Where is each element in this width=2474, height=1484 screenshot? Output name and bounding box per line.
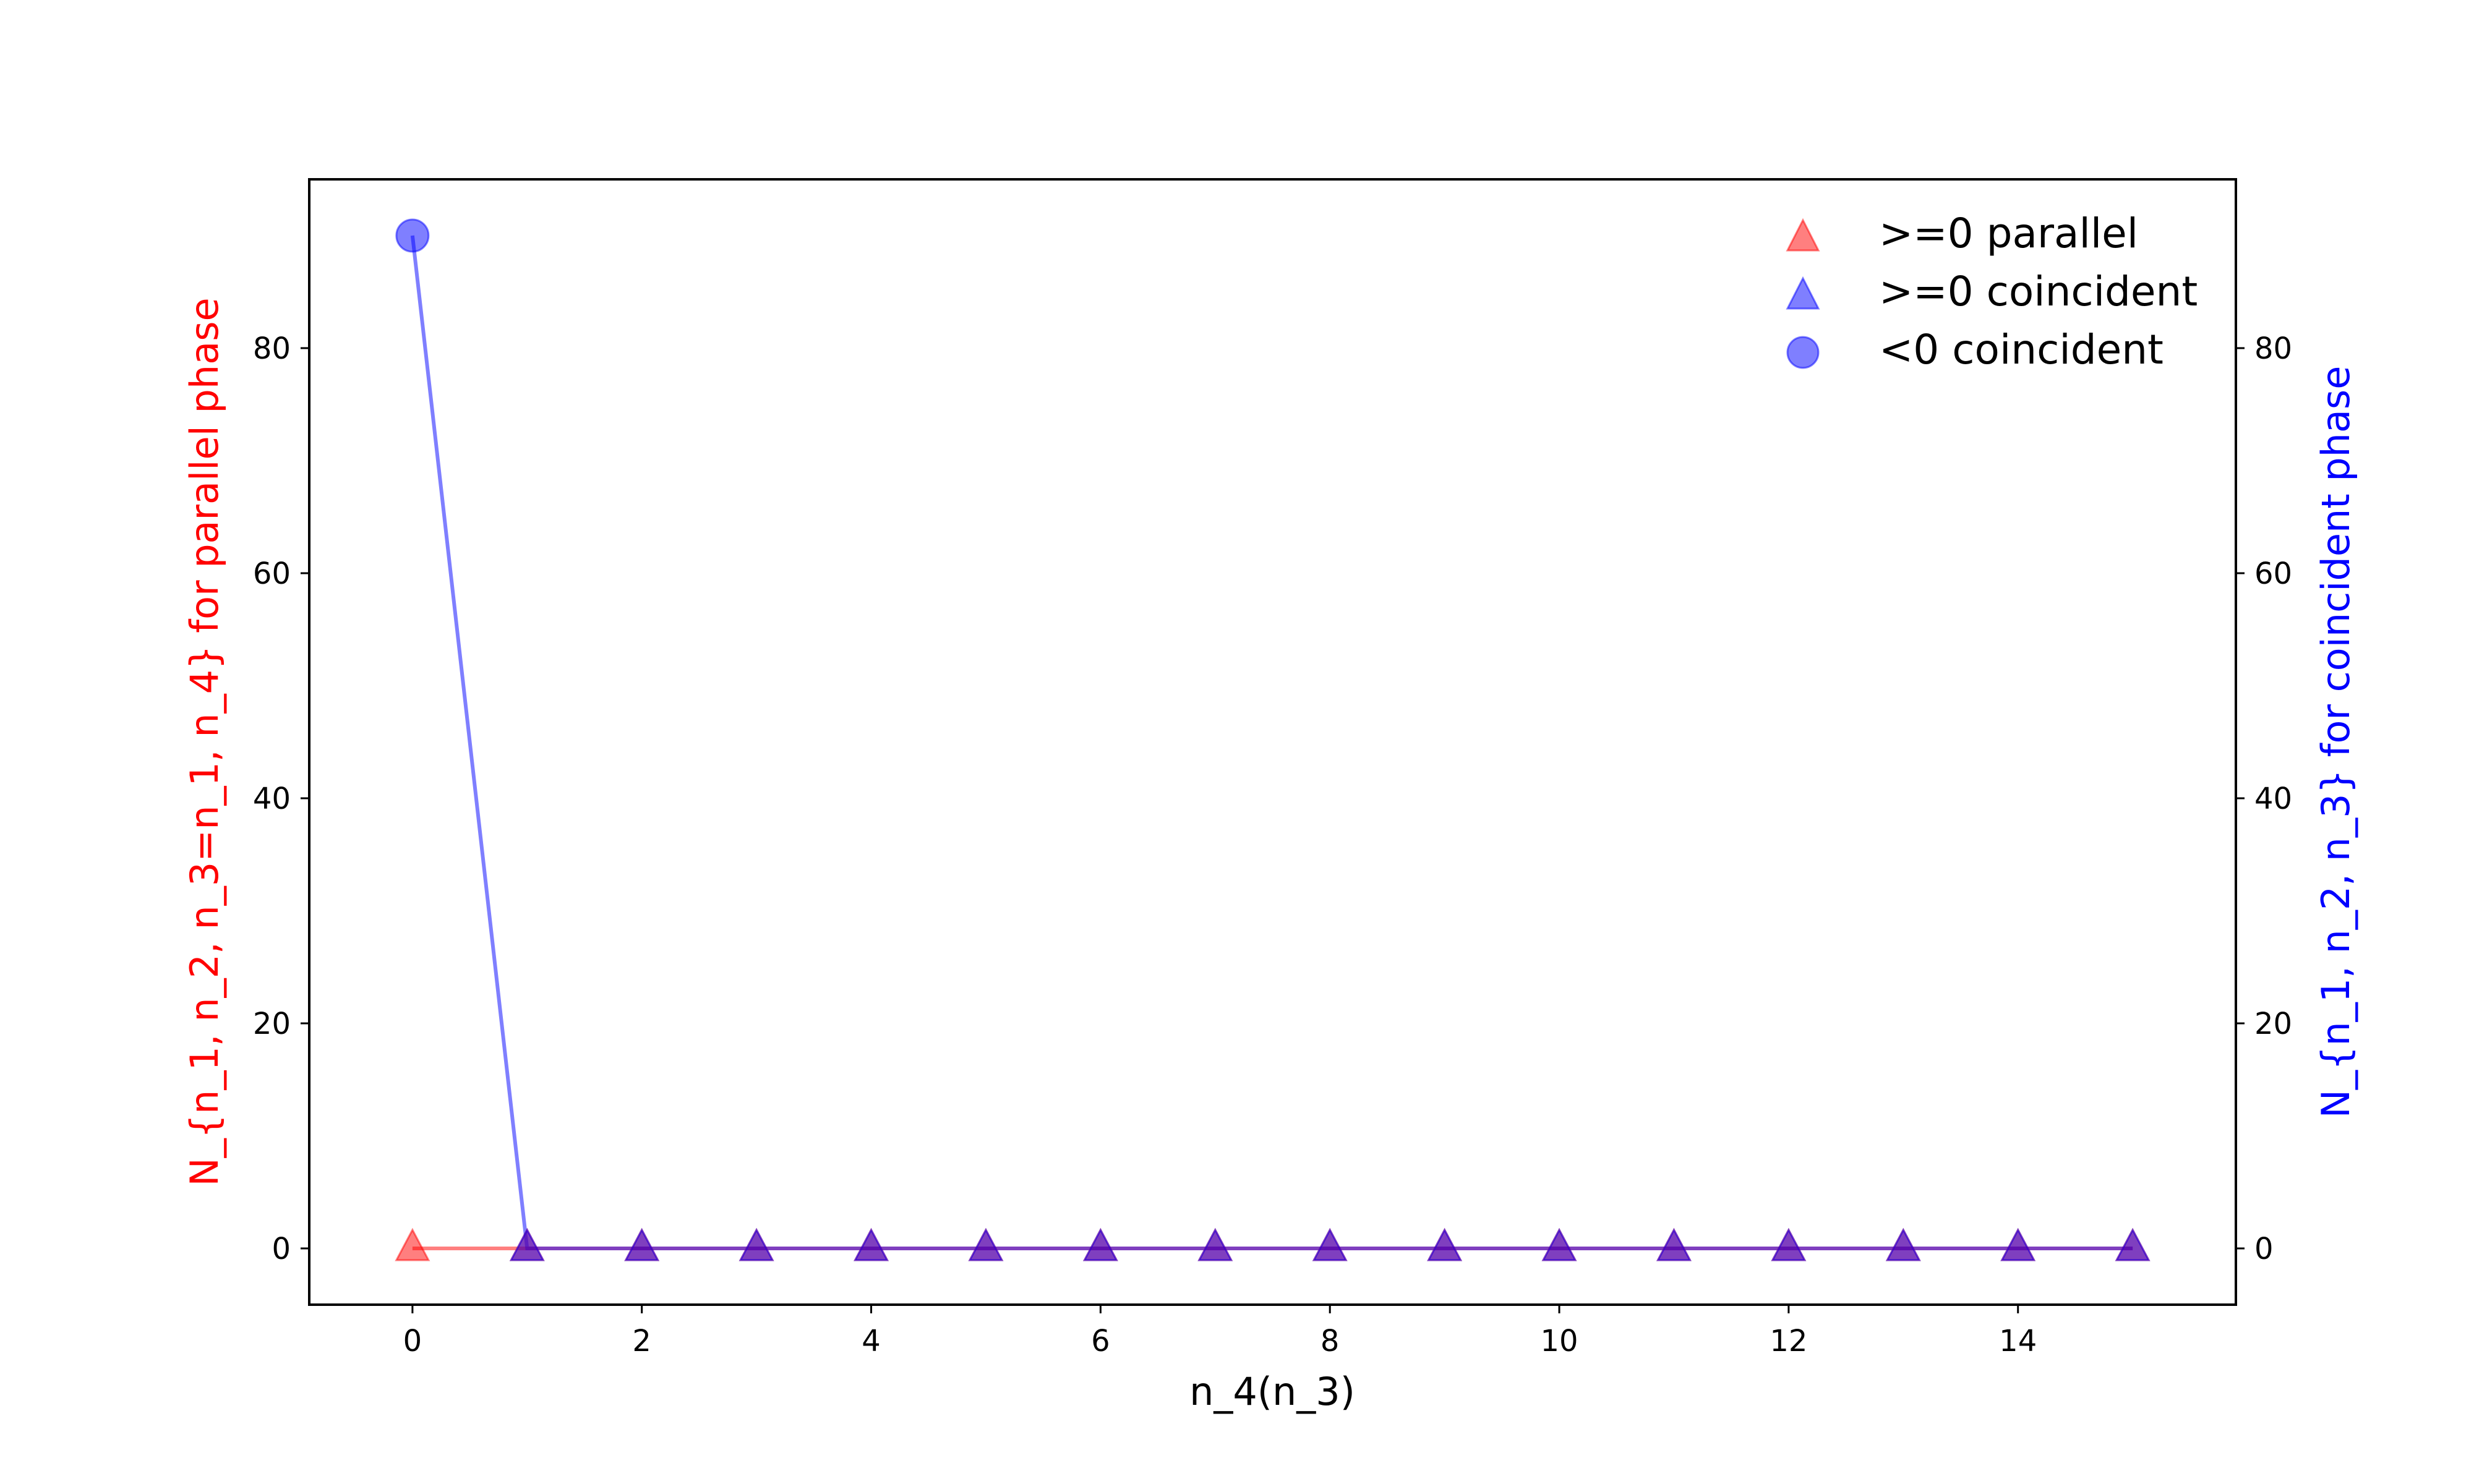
right-y-tick-label: 20 [2254,1007,2292,1041]
left-y-tick-label: 40 [253,782,291,816]
right-y-axis-ticks: 0 20 40 60 80 [2236,331,2292,1266]
legend-blue-triangle-icon [1786,276,1820,310]
legend: >=0 parallel >=0 coincident <0 coinciden… [1786,210,2198,373]
right-y-tick-label: 60 [2254,556,2292,591]
plot-frame [308,178,2237,1306]
x-axis-label: n_4(n_3) [1189,1369,1355,1414]
data-point-triangle-1 [2115,1227,2151,1261]
data-point-triangle-1 [1312,1227,1348,1261]
legend-blue-circle-icon [1786,336,1820,369]
data-point-triangle-1 [1541,1227,1577,1261]
data-point-triangle-1 [2000,1227,2036,1261]
x-axis-ticks: 0 2 4 6 8 10 12 14 [403,1305,2037,1358]
data-point-triangle-1 [968,1227,1004,1261]
data-point-triangle-1 [738,1227,774,1261]
x-tick-label: 2 [632,1324,651,1358]
data-point-circle-2 [395,218,430,253]
right-y-axis-label: N_{n_1, n_2, n_3} for coincident phase [2313,366,2358,1119]
data-point-triangle-1 [509,1227,545,1261]
legend-label-coincident: >=0 coincident [1879,268,2198,315]
x-tick-label: 12 [1770,1324,1807,1358]
data-point-triangle-1 [1197,1227,1233,1261]
left-y-tick-label: 80 [253,331,291,366]
x-tick-label: 4 [862,1324,881,1358]
data-point-triangle-1 [624,1227,660,1261]
series-markers [395,218,2151,1261]
x-tick-label: 8 [1320,1324,1340,1358]
data-point-triangle-1 [1885,1227,1921,1261]
right-y-tick-label: 80 [2254,331,2292,366]
legend-red-triangle-icon [1786,218,1820,252]
data-point-triangle-1 [854,1227,889,1261]
left-y-axis-ticks: 0 20 40 60 80 [253,331,309,1266]
x-tick-label: 10 [1541,1324,1578,1358]
coincident-series-line [410,235,2133,1250]
left-y-axis-label: N_{n_1, n_2, n_3=n_1, n_4} for parallel … [182,297,227,1186]
x-tick-label: 14 [1999,1324,2037,1358]
left-y-tick-label: 0 [272,1232,291,1266]
right-y-tick-label: 0 [2254,1232,2274,1266]
data-point-triangle-1 [1656,1227,1692,1261]
data-point-triangle-1 [1082,1227,1118,1261]
legend-label-parallel: >=0 parallel [1879,210,2138,257]
x-tick-label: 0 [403,1324,422,1358]
data-point-triangle-0 [395,1227,430,1261]
left-y-tick-label: 60 [253,556,291,591]
x-tick-label: 6 [1091,1324,1110,1358]
left-y-tick-label: 20 [253,1007,291,1041]
right-y-tick-label: 40 [2254,782,2292,816]
legend-label-negative-coincident: <0 coincident [1879,326,2164,373]
data-point-triangle-1 [1771,1227,1807,1261]
series-lines [410,235,2133,1250]
data-point-triangle-1 [1427,1227,1463,1261]
